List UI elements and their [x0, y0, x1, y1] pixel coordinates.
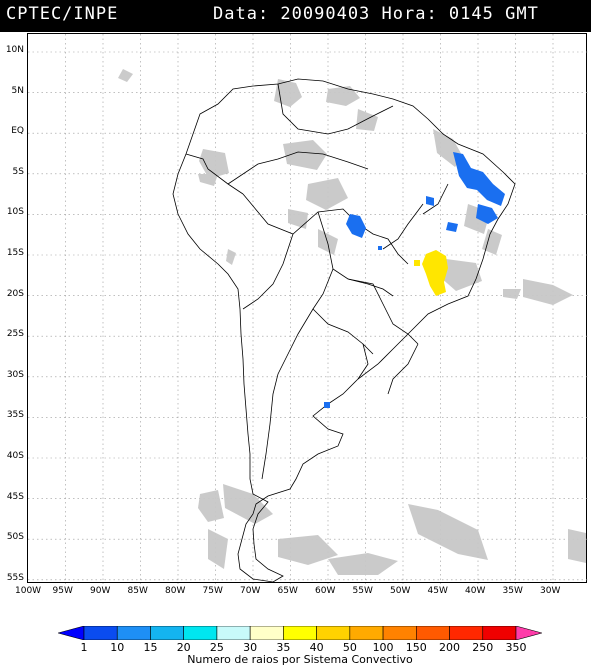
lon-label: 85W [127, 586, 148, 596]
lat-label: 55S [6, 572, 24, 583]
legend-swatch [449, 626, 484, 640]
lon-label: 75W [202, 586, 223, 596]
legend-swatch [183, 626, 218, 640]
lat-label: 20S [6, 288, 24, 299]
lon-label: 70W [240, 586, 261, 596]
legend-value-label: 200 [439, 641, 461, 654]
map-frame [27, 33, 588, 584]
legend-swatch [382, 626, 417, 640]
legend-swatch [83, 626, 118, 640]
legend-value-label: 1 [80, 641, 88, 654]
south-america-map [28, 34, 588, 584]
legend-value-label: 40 [309, 641, 324, 654]
lon-label: 55W [352, 586, 373, 596]
legend-swatch [515, 626, 542, 640]
lat-lon-grid [28, 34, 588, 584]
lon-label: 30W [540, 586, 561, 596]
lon-label: 40W [465, 586, 486, 596]
lon-label: 60W [315, 586, 336, 596]
lat-label: 5N [11, 85, 24, 96]
legend-swatch [416, 626, 450, 640]
lon-label: 80W [165, 586, 186, 596]
legend-value-label: 350 [505, 641, 527, 654]
legend-value-label: 15 [143, 641, 158, 654]
legend-swatch [216, 626, 251, 640]
legend-swatch [316, 626, 351, 640]
lightning-low-cells [324, 152, 505, 408]
legend-swatch [249, 626, 284, 640]
date-time-label: Data: 20090403 Hora: 0145 GMT [213, 4, 539, 24]
legend: 1 10 15 20 25 30 35 40 50 100 150 200 250 350 Numero … [58, 626, 542, 670]
lon-label: 65W [277, 586, 298, 596]
legend-swatch [283, 626, 317, 640]
lon-label: 45W [427, 586, 448, 596]
legend-swatch [116, 626, 151, 640]
lat-label: 10S [6, 207, 24, 218]
lon-label: 90W [90, 586, 111, 596]
legend-caption: Numero de raios por Sistema Convectivo [187, 653, 413, 666]
legend-value-label: 30 [243, 641, 258, 654]
legend-swatch [150, 626, 184, 640]
lon-label: 95W [52, 586, 73, 596]
lightning-high-cells [414, 250, 448, 296]
lat-label: 50S [6, 532, 24, 543]
lon-label: 35W [502, 586, 523, 596]
organization-label: CPTEC/INPE [6, 4, 119, 24]
legend-value-label: 25 [209, 641, 224, 654]
legend-swatch [349, 626, 384, 640]
legend-value-label: 35 [276, 641, 291, 654]
legend-value-label: 20 [176, 641, 191, 654]
legend-value-label: 10 [110, 641, 125, 654]
lat-label: 25S [6, 329, 24, 340]
lat-label: 35S [6, 410, 24, 421]
lat-label: EQ [11, 126, 24, 137]
map-header: CPTEC/INPE Data: 20090403 Hora: 0145 GMT [0, 0, 591, 32]
lat-label: 40S [6, 451, 24, 461]
lat-label: 30S [6, 369, 24, 380]
legend-value-label: 250 [472, 641, 494, 654]
lon-label: 100W [15, 586, 42, 596]
legend-swatch [482, 626, 517, 640]
lat-label: 10N [5, 45, 24, 55]
legend-swatch [58, 626, 85, 640]
country-borders [172, 78, 516, 583]
legend-value-label: 100 [372, 641, 394, 654]
cloud-areas [118, 69, 586, 575]
lon-label: 50W [390, 586, 411, 596]
lat-label: 15S [6, 248, 24, 258]
lat-label: 45S [6, 491, 24, 502]
legend-color-bar [58, 626, 542, 640]
legend-value-label: 150 [405, 641, 427, 654]
legend-value-label: 50 [342, 641, 357, 654]
lat-label: 5S [12, 166, 24, 177]
